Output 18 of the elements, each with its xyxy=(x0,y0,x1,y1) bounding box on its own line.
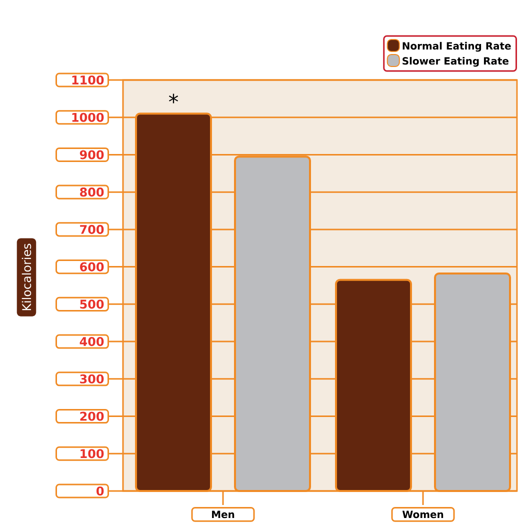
legend-label: Slower Eating Rate xyxy=(402,56,509,67)
y-tick-label: 1000 xyxy=(72,112,104,122)
x-tick-label: Men xyxy=(212,510,234,518)
legend-label: Normal Eating Rate xyxy=(402,42,511,52)
annotation: * xyxy=(169,94,178,104)
y-tick-label: 100 xyxy=(80,449,104,458)
y-tick-label: 200 xyxy=(80,412,104,421)
x-tick-label: Women xyxy=(402,510,444,518)
y-tick-label: 0 xyxy=(96,486,104,496)
y-tick-label: 900 xyxy=(80,150,104,160)
y-axis-title: Kilocalories xyxy=(22,244,32,310)
y-tick-label: 700 xyxy=(80,224,104,234)
y-tick-label: 300 xyxy=(80,374,104,384)
y-tick-label: 400 xyxy=(80,337,104,346)
y-tick-label: 1100 xyxy=(72,75,104,85)
y-tick-label: 800 xyxy=(80,188,104,197)
y-tick-label: 600 xyxy=(80,262,104,272)
y-tick-label: 500 xyxy=(80,300,104,309)
